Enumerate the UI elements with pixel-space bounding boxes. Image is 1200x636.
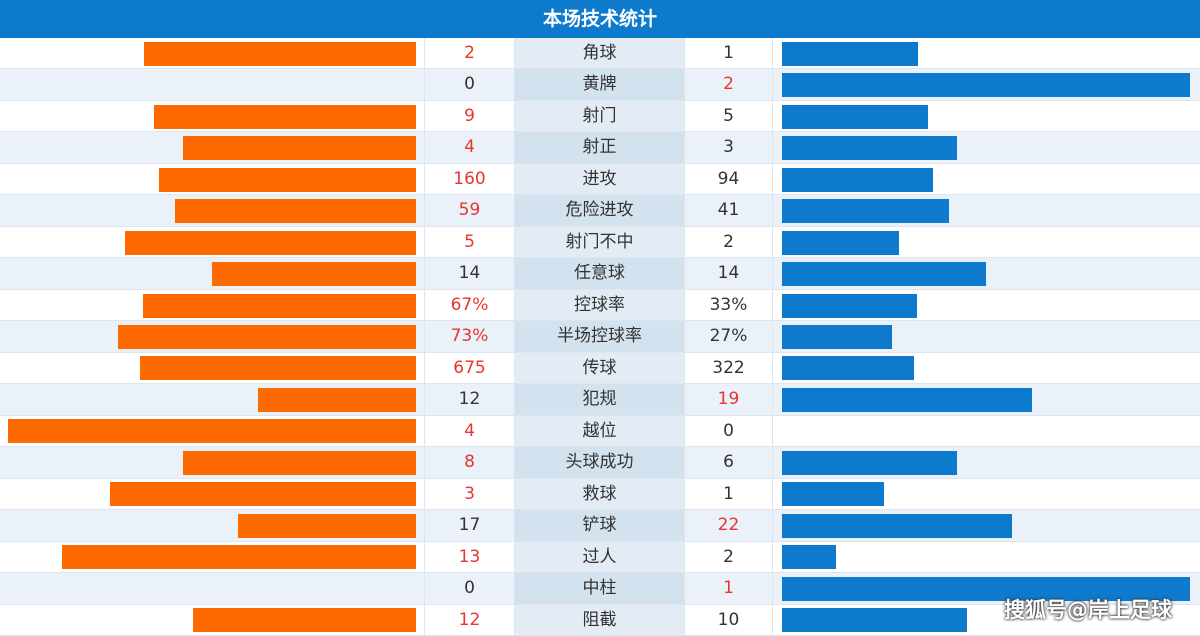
row-bg [773,541,1200,574]
home-bar [258,387,416,412]
away-value: 6 [685,447,773,479]
away-bar [782,608,968,633]
home-bar [193,608,416,633]
stat-label: 越位 [515,415,685,448]
away-bar [782,513,1013,538]
home-value: 0 [425,69,515,101]
home-value: 9 [425,100,515,133]
stat-label: 进攻 [515,163,685,196]
away-bar [782,199,950,224]
away-value: 27% [685,321,773,353]
stat-label: 半场控球率 [515,321,685,353]
away-value: 5 [685,100,773,133]
home-bar [118,325,416,349]
home-value: 12 [425,384,515,416]
away-value: 22 [685,510,773,542]
home-bar [110,482,416,507]
away-value: 41 [685,195,773,227]
away-value: 2 [685,541,773,574]
home-bar [182,136,416,161]
away-value: 3 [685,132,773,164]
away-bar [782,136,957,161]
away-bar [782,356,914,381]
home-value: 3 [425,478,515,511]
stat-label: 中柱 [515,573,685,605]
away-value: 33% [685,289,773,322]
home-bar [144,41,416,66]
away-bar [782,262,986,287]
home-value: 4 [425,415,515,448]
away-value: 2 [685,69,773,101]
away-bar [782,104,928,129]
away-value: 1 [685,573,773,605]
home-value: 12 [425,604,515,636]
home-bar [238,513,416,538]
home-bar [175,199,416,224]
away-value: 14 [685,258,773,290]
away-bar [782,545,837,570]
home-value: 17 [425,510,515,542]
home-bar [153,104,416,129]
away-value: 94 [685,163,773,196]
home-value: 4 [425,132,515,164]
home-bar [212,262,416,287]
stat-label: 射门 [515,100,685,133]
home-value: 14 [425,258,515,290]
away-value: 2 [685,226,773,259]
home-bar [139,356,416,381]
stat-label: 救球 [515,478,685,511]
title: 本场技术统计 [0,0,1200,38]
away-bar [782,576,1190,601]
stat-label: 犯规 [515,384,685,416]
home-bar [142,293,416,318]
stat-label: 危险进攻 [515,195,685,227]
stat-label: 铲球 [515,510,685,542]
home-value: 160 [425,163,515,196]
home-value: 67% [425,289,515,322]
home-value: 13 [425,541,515,574]
home-value: 59 [425,195,515,227]
row-bg [0,69,425,101]
away-value: 0 [685,415,773,448]
away-value: 10 [685,604,773,636]
stat-label: 控球率 [515,289,685,322]
stat-label: 头球成功 [515,447,685,479]
away-bar [782,293,917,318]
stat-label: 阻截 [515,604,685,636]
away-value: 1 [685,38,773,70]
home-bar [124,230,416,255]
home-value: 5 [425,226,515,259]
away-bar [782,325,893,349]
away-bar [782,73,1190,98]
home-bar [158,167,416,192]
away-bar [782,482,884,507]
stat-label: 过人 [515,541,685,574]
home-value: 2 [425,38,515,70]
stat-label: 射正 [515,132,685,164]
stat-label: 任意球 [515,258,685,290]
watermark: 搜狐号@岸上足球 [1004,598,1172,622]
row-bg [0,573,425,605]
home-bar [62,545,416,570]
stat-label: 传球 [515,352,685,385]
stat-label: 角球 [515,38,685,70]
away-bar [782,230,899,255]
home-value: 73% [425,321,515,353]
stat-label: 黄牌 [515,69,685,101]
away-bar [782,41,918,66]
away-value: 1 [685,478,773,511]
away-bar [782,450,957,475]
home-bar [182,450,416,475]
away-value: 19 [685,384,773,416]
home-bar [8,419,416,444]
away-value: 322 [685,352,773,385]
away-bar [782,387,1033,412]
away-bar [782,167,933,192]
stat-label: 射门不中 [515,226,685,259]
row-bg [773,415,1200,448]
home-value: 675 [425,352,515,385]
home-value: 0 [425,573,515,605]
home-value: 8 [425,447,515,479]
